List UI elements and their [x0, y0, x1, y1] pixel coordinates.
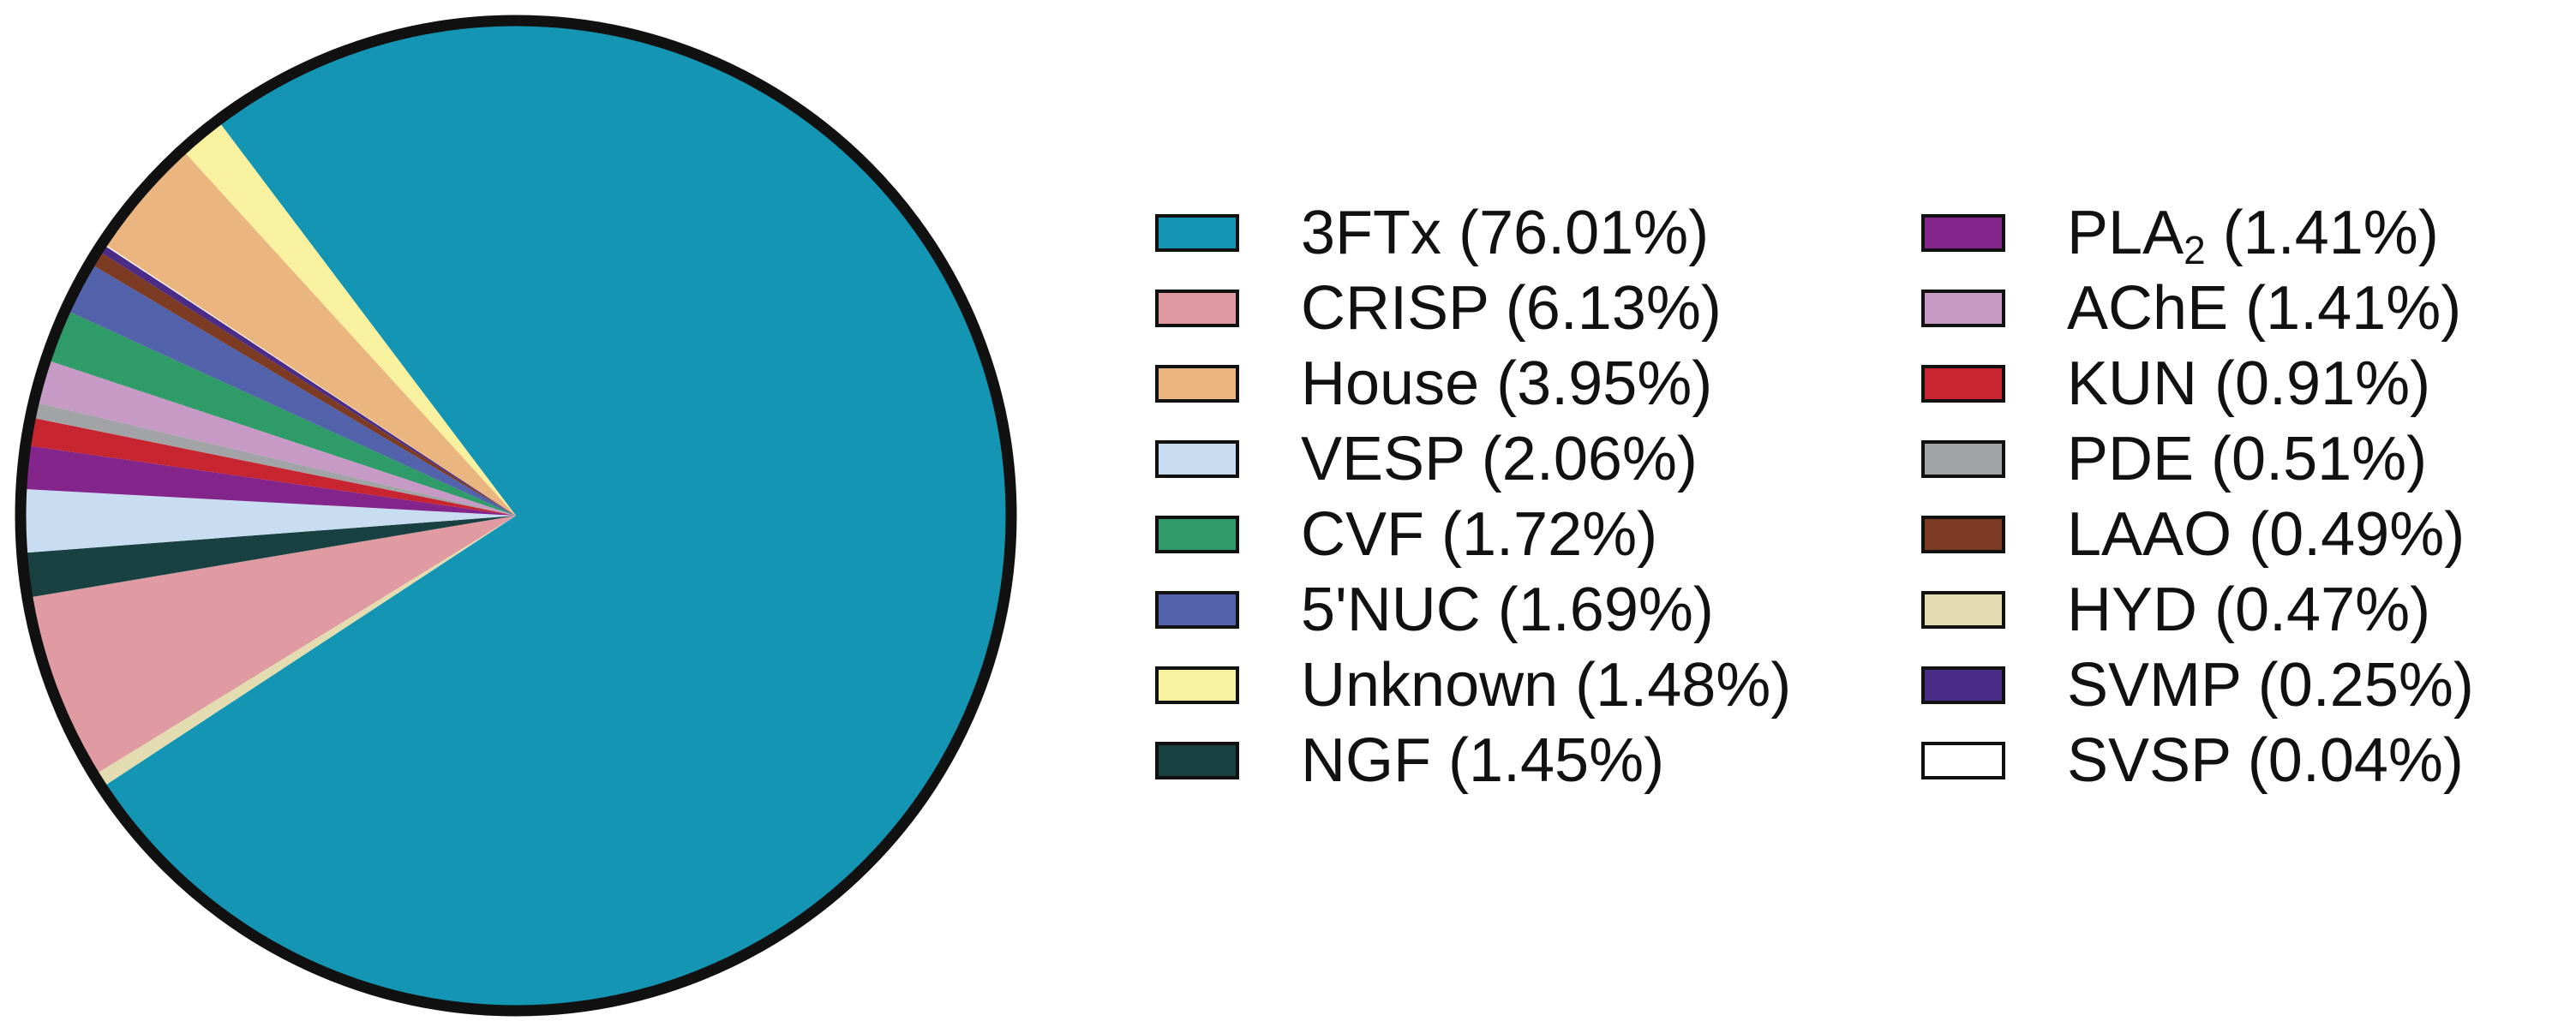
- pie-slice-3ftx: [101, 21, 1011, 1012]
- legend-label-ngf: NGF (1.45%): [1301, 726, 1665, 795]
- pie-slice-house: [102, 149, 516, 516]
- legend-swatch-svmp: [1921, 666, 2005, 704]
- legend-swatch-vesp: [1155, 440, 1239, 478]
- pie-chart-svg: [15, 15, 1017, 1017]
- legend-swatch-svsp: [1921, 742, 2005, 779]
- pie-slice-pla2: [21, 445, 516, 516]
- legend-label-pde: PDE (0.51%): [2067, 425, 2428, 493]
- legend-label-base: PLA: [2067, 199, 2184, 267]
- legend-item-house: House (3.95%): [1155, 346, 1791, 421]
- pie-slice-laao: [89, 250, 516, 516]
- legend-label-unknown: Unknown (1.48%): [1301, 651, 1792, 720]
- legend-label-svmp: SVMP (0.25%): [2067, 651, 2474, 720]
- legend-swatch-5-nuc: [1155, 591, 1239, 629]
- legend-swatch-ngf: [1155, 742, 1239, 779]
- legend-label-5-nuc: 5'NUC (1.69%): [1301, 576, 1714, 644]
- legend-swatch-house: [1155, 365, 1239, 403]
- legend-label-crisp: CRISP (6.13%): [1301, 274, 1722, 343]
- legend-item-5-nuc: 5'NUC (1.69%): [1155, 572, 1791, 648]
- legend-item-svsp: SVSP (0.04%): [1921, 723, 2474, 798]
- legend-swatch-hyd: [1921, 591, 2005, 629]
- legend-swatch-cvf: [1155, 516, 1239, 553]
- legend-swatch-ache: [1921, 290, 2005, 327]
- legend-label-subscript: 2: [2184, 228, 2206, 272]
- legend-item-cvf: CVF (1.72%): [1155, 497, 1791, 572]
- legend-label-ache: AChE (1.41%): [2067, 274, 2462, 343]
- pie-slice-unknown: [182, 120, 516, 516]
- pie-chart: [0, 0, 1028, 1033]
- legend-swatch-pla2: [1921, 214, 2005, 252]
- legend-item-3ftx: 3FTx (76.01%): [1155, 195, 1791, 271]
- legend-swatch-pde: [1921, 440, 2005, 478]
- legend-swatch-3ftx: [1155, 214, 1239, 252]
- legend-label-cvf: CVF (1.72%): [1301, 500, 1658, 569]
- legend-swatch-kun: [1921, 365, 2005, 403]
- legend-label-3ftx: 3FTx (76.01%): [1301, 199, 1710, 267]
- legend-item-unknown: Unknown (1.48%): [1155, 648, 1791, 723]
- pie-slice-kun: [25, 417, 517, 516]
- pie-outline: [15, 15, 1017, 1017]
- legend-swatch-crisp: [1155, 290, 1239, 327]
- legend-item-vesp: VESP (2.06%): [1155, 421, 1791, 497]
- pie-slice-svmp: [98, 243, 516, 516]
- pie-slice-pde: [30, 402, 516, 516]
- legend-swatch-unknown: [1155, 666, 1239, 704]
- pie-slice-cvf: [45, 309, 517, 516]
- pie-slice-crisp: [27, 516, 516, 776]
- legend-label-house: House (3.95%): [1301, 349, 1713, 418]
- legend-item-kun: KUN (0.91%): [1921, 346, 2474, 421]
- legend-item-crisp: CRISP (6.13%): [1155, 271, 1791, 346]
- legend-label-svsp: SVSP (0.04%): [2067, 726, 2464, 795]
- legend-item-ache: AChE (1.41%): [1921, 271, 2474, 346]
- legend-item-hyd: HYD (0.47%): [1921, 572, 2474, 648]
- legend-label-laao: LAAO (0.49%): [2067, 500, 2465, 569]
- legend-label-pla2: PLA2 (1.41%): [2067, 199, 2439, 270]
- legend-label-hyd: HYD (0.47%): [2067, 576, 2431, 644]
- legend-item-pla2: PLA2 (1.41%): [1921, 195, 2474, 271]
- pie-slice-ngf: [21, 516, 516, 598]
- legend-swatch-laao: [1921, 516, 2005, 553]
- legend-label-kun: KUN (0.91%): [2067, 349, 2431, 418]
- legend-label-vesp: VESP (2.06%): [1301, 425, 1698, 493]
- legend-item-svmp: SVMP (0.25%): [1921, 648, 2474, 723]
- legend-item-ngf: NGF (1.45%): [1155, 723, 1791, 798]
- pie-slice-svsp: [101, 242, 517, 516]
- legend-label-suffix: (1.41%): [2205, 199, 2439, 267]
- pie-slice-vesp: [20, 488, 517, 553]
- pie-slice-5-nuc: [65, 263, 516, 516]
- legend-column-2: PLA2 (1.41%) AChE (1.41%) KUN (0.91%) PDE (…: [1921, 195, 2474, 798]
- legend-item-pde: PDE (0.51%): [1921, 421, 2474, 497]
- pie-slice-ache: [33, 359, 517, 516]
- pie-slice-hyd: [93, 516, 516, 788]
- legend-item-laao: LAAO (0.49%): [1921, 497, 2474, 572]
- legend-column-1: 3FTx (76.01%) CRISP (6.13%) House (3.95%) V…: [1155, 195, 1791, 798]
